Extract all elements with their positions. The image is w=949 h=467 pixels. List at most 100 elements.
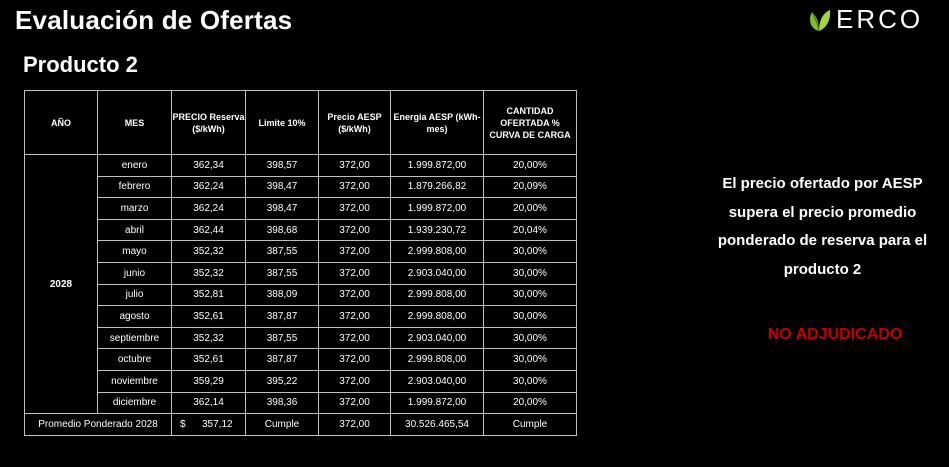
aesp-cell: 372,00 [318, 197, 391, 220]
aesp-cell: 372,00 [318, 261, 391, 285]
summary-label: Promedio Ponderado 2028 [24, 413, 172, 436]
limit-cell: 398,47 [245, 175, 319, 199]
pct-cell: 30,00% [483, 305, 577, 328]
limit-cell: 387,55 [245, 261, 319, 285]
table-header-row: AÑO MES PRECIO Reserva ($/kWh) Limite 10… [24, 90, 577, 155]
month-cell: mayo [97, 240, 172, 263]
month-cell: agosto [97, 305, 172, 328]
pct-cell: 20,00% [483, 154, 577, 177]
limit-cell: 387,87 [245, 348, 319, 371]
limit-cell: 398,47 [245, 197, 319, 220]
header-price: PRECIO Reserva ($/kWh) [171, 90, 246, 155]
table-row: agosto 352,61 387,87 372,00 2.999.808,00… [25, 305, 577, 328]
price-cell: 352,81 [171, 283, 246, 307]
energy-cell: 2.903.040,00 [390, 326, 484, 350]
energy-cell: 1.999.872,00 [390, 197, 484, 220]
currency-symbol: $ [180, 418, 186, 430]
pct-cell: 30,00% [483, 283, 577, 307]
price-cell: 352,61 [171, 305, 246, 328]
energy-cell: 2.903.040,00 [390, 369, 484, 393]
header-year: AÑO [24, 90, 98, 155]
energy-cell: 2.999.808,00 [390, 348, 484, 371]
leaf-icon [810, 9, 831, 31]
energy-cell: 1.999.872,00 [390, 391, 484, 415]
aesp-cell: 372,00 [318, 218, 391, 242]
pct-cell: 20,00% [483, 197, 577, 220]
table-row: abril 362,44 398,68 372,00 1.939.230,72 … [25, 218, 577, 242]
header-month: MES [97, 90, 172, 155]
price-cell: 362,24 [171, 197, 246, 220]
summary-pct: Cumple [483, 413, 577, 436]
price-cell: 362,24 [171, 175, 246, 199]
energy-cell: 2.999.808,00 [390, 283, 484, 307]
aesp-cell: 372,00 [318, 305, 391, 328]
pct-cell: 20,00% [483, 391, 577, 415]
header-energy: Energia AESP (kWh-mes) [390, 90, 484, 155]
header-limit: Limite 10% [245, 90, 319, 155]
summary-energy: 30.526.465,54 [390, 413, 484, 436]
page-title: Evaluación de Ofertas [15, 5, 293, 35]
price-cell: 352,32 [171, 240, 246, 263]
month-cell: septiembre [97, 326, 172, 350]
summary-price: 357,12 [202, 418, 233, 430]
pct-cell: 20,04% [483, 218, 577, 242]
price-cell: 352,32 [171, 326, 246, 350]
table-row: 2028 enero 362,34 398,57 372,00 1.999.87… [24, 153, 577, 415]
table-row: junio 352,32 387,55 372,00 2.903.040,00 … [25, 261, 577, 285]
month-cell: junio [97, 261, 172, 285]
limit-cell: 387,55 [245, 240, 319, 263]
offers-table: AÑO MES PRECIO Reserva ($/kWh) Limite 10… [24, 90, 577, 436]
aesp-cell: 372,00 [318, 240, 391, 263]
summary-limit: Cumple [245, 413, 319, 436]
summary-price-cell: $357,12 [171, 413, 246, 436]
status-label: NO ADJUDICADO [767, 326, 903, 343]
pct-cell: 30,00% [483, 326, 577, 350]
table-row: noviembre 359,29 395,22 372,00 2.903.040… [25, 369, 577, 393]
pct-cell: 30,00% [483, 348, 577, 371]
price-cell: 362,44 [171, 218, 246, 242]
energy-cell: 2.999.808,00 [390, 240, 484, 263]
month-cell: diciembre [97, 391, 172, 415]
price-cell: 362,34 [171, 154, 246, 177]
table-row: diciembre 362,14 398,36 372,00 1.999.872… [25, 391, 577, 415]
table-row: mayo 352,32 387,55 372,00 2.999.808,00 3… [25, 240, 577, 263]
aesp-cell: 372,00 [318, 348, 391, 371]
aesp-cell: 372,00 [318, 369, 391, 393]
month-cell: febrero [97, 175, 172, 199]
limit-cell: 387,55 [245, 326, 319, 350]
header-aesp-price: Precio AESP ($/kWh) [318, 90, 391, 155]
table-row: septiembre 352,32 387,55 372,00 2.903.04… [25, 326, 577, 350]
evaluation-message: El precio ofertado por AESP supera el pr… [717, 175, 928, 278]
month-cell: abril [97, 218, 172, 242]
year-cell: 2028 [24, 153, 98, 415]
price-cell: 359,29 [171, 369, 246, 393]
pct-cell: 30,00% [483, 261, 577, 285]
month-cell: julio [97, 283, 172, 307]
price-cell: 352,61 [171, 348, 246, 371]
month-cell: enero [97, 154, 172, 177]
logo-text: ERCO [836, 4, 924, 34]
table-row: octubre 352,61 387,87 372,00 2.999.808,0… [25, 348, 577, 371]
pct-cell: 30,00% [483, 369, 577, 393]
pct-cell: 20,09% [483, 175, 577, 199]
energy-cell: 1.939.230,72 [390, 218, 484, 242]
limit-cell: 395,22 [245, 369, 319, 393]
energy-cell: 2.903.040,00 [390, 261, 484, 285]
pct-cell: 30,00% [483, 240, 577, 263]
summary-aesp: 372,00 [318, 413, 391, 436]
energy-cell: 1.879.266,82 [390, 175, 484, 199]
limit-cell: 398,57 [245, 154, 319, 177]
energy-cell: 1.999.872,00 [390, 154, 484, 177]
price-cell: 362,14 [171, 391, 246, 415]
aesp-cell: 372,00 [318, 326, 391, 350]
header-quantity: CANTIDAD OFERTADA % CURVA DE CARGA [483, 90, 577, 155]
limit-cell: 387,87 [245, 305, 319, 328]
table-row: marzo 362,24 398,47 372,00 1.999.872,00 … [25, 197, 577, 220]
aesp-cell: 372,00 [318, 154, 391, 177]
summary-row: Promedio Ponderado 2028 $357,12 Cumple 3… [24, 413, 577, 436]
month-cell: marzo [97, 197, 172, 220]
limit-cell: 388,09 [245, 283, 319, 307]
table-row: julio 352,81 388,09 372,00 2.999.808,00 … [25, 283, 577, 307]
table-row: febrero 362,24 398,47 372,00 1.879.266,8… [25, 175, 577, 199]
limit-cell: 398,68 [245, 218, 319, 242]
